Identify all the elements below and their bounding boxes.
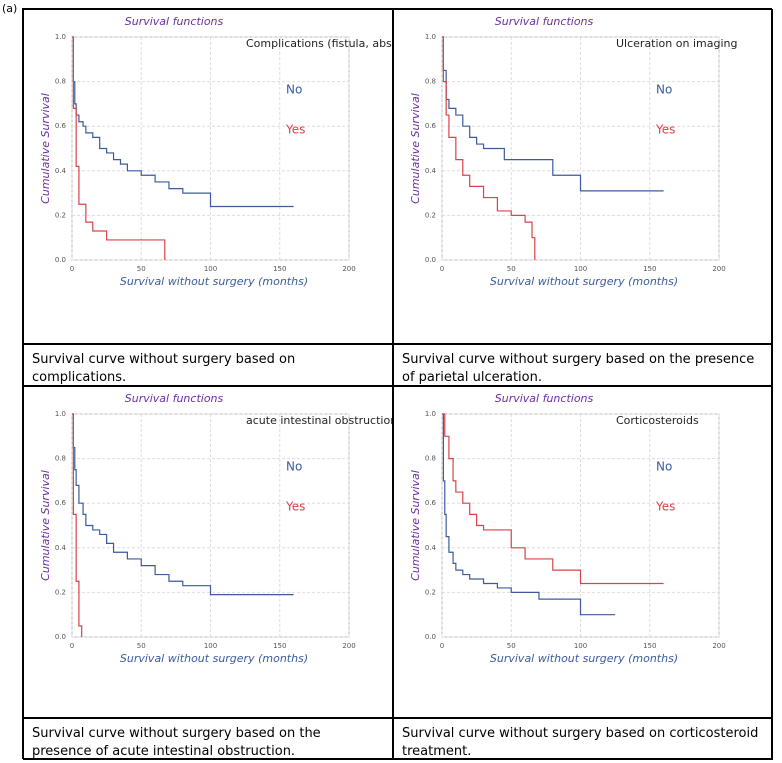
y-tick-label: 0.8 (425, 78, 436, 86)
x-tick-label: 150 (273, 265, 286, 273)
y-tick-label: 1.0 (425, 410, 436, 418)
x-tick-label: 100 (204, 642, 217, 650)
y-axis-label: Cumulative Survival (39, 93, 52, 204)
x-axis-label: Survival without surgery (months) (120, 275, 308, 288)
y-tick-label: 0.0 (425, 256, 436, 264)
legend-title: Ulceration on imaging (616, 37, 737, 50)
x-tick-label: 200 (712, 642, 725, 650)
survival-curve (442, 413, 664, 585)
x-axis-label: Survival without surgery (months) (490, 275, 678, 288)
y-axis-label: Cumulative Survival (39, 470, 52, 581)
chart: 0.0 0.2 0.4 0.6 0.8 1.0 0 50 100 150 200 Survival f… (409, 15, 737, 288)
legend-title: acute intestinal obstruction (246, 414, 392, 427)
y-tick-label: 0.8 (425, 455, 436, 463)
x-axis-label: Survival without surgery (months) (120, 652, 308, 665)
legend-entry: No (286, 83, 302, 97)
survival-curve (442, 36, 536, 260)
y-tick-label: 1.0 (425, 33, 436, 41)
y-tick-label: 0.2 (55, 588, 66, 596)
legend-entry: Yes (655, 123, 675, 137)
legend-entry: No (286, 460, 302, 474)
legend-entry: Yes (285, 500, 305, 514)
x-axis-label: Survival without surgery (months) (490, 652, 678, 665)
y-tick-label: 0.4 (425, 544, 437, 552)
chart-title: Survival functions (495, 392, 594, 405)
y-tick-label: 0.0 (425, 633, 436, 641)
legend-title: Complications (fistula, abscess) (246, 37, 392, 50)
y-tick-label: 0.6 (425, 499, 437, 507)
survival-curve (72, 413, 83, 637)
chart-title: Survival functions (125, 392, 224, 405)
y-axis-label: Cumulative Survival (409, 93, 422, 204)
chart: 0.0 0.2 0.4 0.6 0.8 1.0 0 50 100 150 200 Survival f… (409, 392, 726, 665)
y-tick-label: 0.6 (425, 122, 437, 130)
x-tick-label: 50 (507, 642, 516, 650)
y-tick-label: 0.4 (425, 167, 437, 175)
y-tick-label: 0.4 (55, 167, 67, 175)
survival-curve (72, 413, 294, 596)
survival-curve (442, 36, 664, 192)
x-tick-label: 100 (574, 265, 587, 273)
y-tick-label: 0.2 (425, 588, 436, 596)
chart-title: Survival functions (125, 15, 224, 28)
caption: Survival curve without surgery based on … (393, 344, 773, 386)
y-tick-label: 0.4 (55, 544, 67, 552)
chart: 0.0 0.2 0.4 0.6 0.8 1.0 0 50 100 150 200 Survival f… (39, 392, 392, 665)
y-tick-label: 0.0 (55, 633, 66, 641)
caption: Survival curve without surgery based on … (23, 344, 393, 386)
chart: 0.0 0.2 0.4 0.6 0.8 1.0 0 50 100 150 200 Survival f… (39, 15, 392, 288)
legend-entry: Yes (285, 123, 305, 137)
x-tick-label: 100 (574, 642, 587, 650)
x-tick-label: 150 (643, 265, 656, 273)
x-tick-label: 0 (70, 265, 74, 273)
x-tick-label: 0 (440, 642, 444, 650)
legend-title: Corticosteroids (616, 414, 699, 427)
survival-curve (72, 36, 294, 208)
chart-cell: 0.0 0.2 0.4 0.6 0.8 1.0 0 50 100 150 200 Survival f… (23, 9, 393, 344)
x-tick-label: 150 (643, 642, 656, 650)
x-tick-label: 0 (440, 265, 444, 273)
x-tick-label: 200 (712, 265, 725, 273)
x-tick-label: 200 (342, 642, 355, 650)
chart-title: Survival functions (495, 15, 594, 28)
survival-curve (72, 36, 166, 260)
legend-entry: No (656, 83, 672, 97)
legend-entry: Yes (655, 500, 675, 514)
y-tick-label: 0.8 (55, 455, 66, 463)
x-tick-label: 0 (70, 642, 74, 650)
y-axis-label: Cumulative Survival (409, 470, 422, 581)
y-tick-label: 0.2 (55, 211, 66, 219)
survival-curve (442, 413, 616, 616)
chart-cell: 0.0 0.2 0.4 0.6 0.8 1.0 0 50 100 150 200 Survival f… (393, 9, 773, 344)
chart-cell: 0.0 0.2 0.4 0.6 0.8 1.0 0 50 100 150 200 Survival f… (393, 386, 773, 718)
y-tick-label: 0.6 (55, 499, 67, 507)
figure-label: (a) (2, 2, 18, 15)
x-tick-label: 50 (137, 265, 146, 273)
x-tick-label: 100 (204, 265, 217, 273)
y-tick-label: 1.0 (55, 410, 66, 418)
x-tick-label: 50 (507, 265, 516, 273)
figure-table: 0.0 0.2 0.4 0.6 0.8 1.0 0 50 100 150 200 Survival f… (22, 8, 773, 760)
legend-entry: No (656, 460, 672, 474)
y-tick-label: 0.0 (55, 256, 66, 264)
chart-cell: 0.0 0.2 0.4 0.6 0.8 1.0 0 50 100 150 200 Survival f… (23, 386, 393, 718)
caption: Survival curve without surgery based on … (393, 718, 773, 760)
y-tick-label: 0.6 (55, 122, 67, 130)
x-tick-label: 150 (273, 642, 286, 650)
y-tick-label: 0.8 (55, 78, 66, 86)
caption: Survival curve without surgery based on … (23, 718, 393, 760)
x-tick-label: 200 (342, 265, 355, 273)
y-tick-label: 0.2 (425, 211, 436, 219)
y-tick-label: 1.0 (55, 33, 66, 41)
x-tick-label: 50 (137, 642, 146, 650)
